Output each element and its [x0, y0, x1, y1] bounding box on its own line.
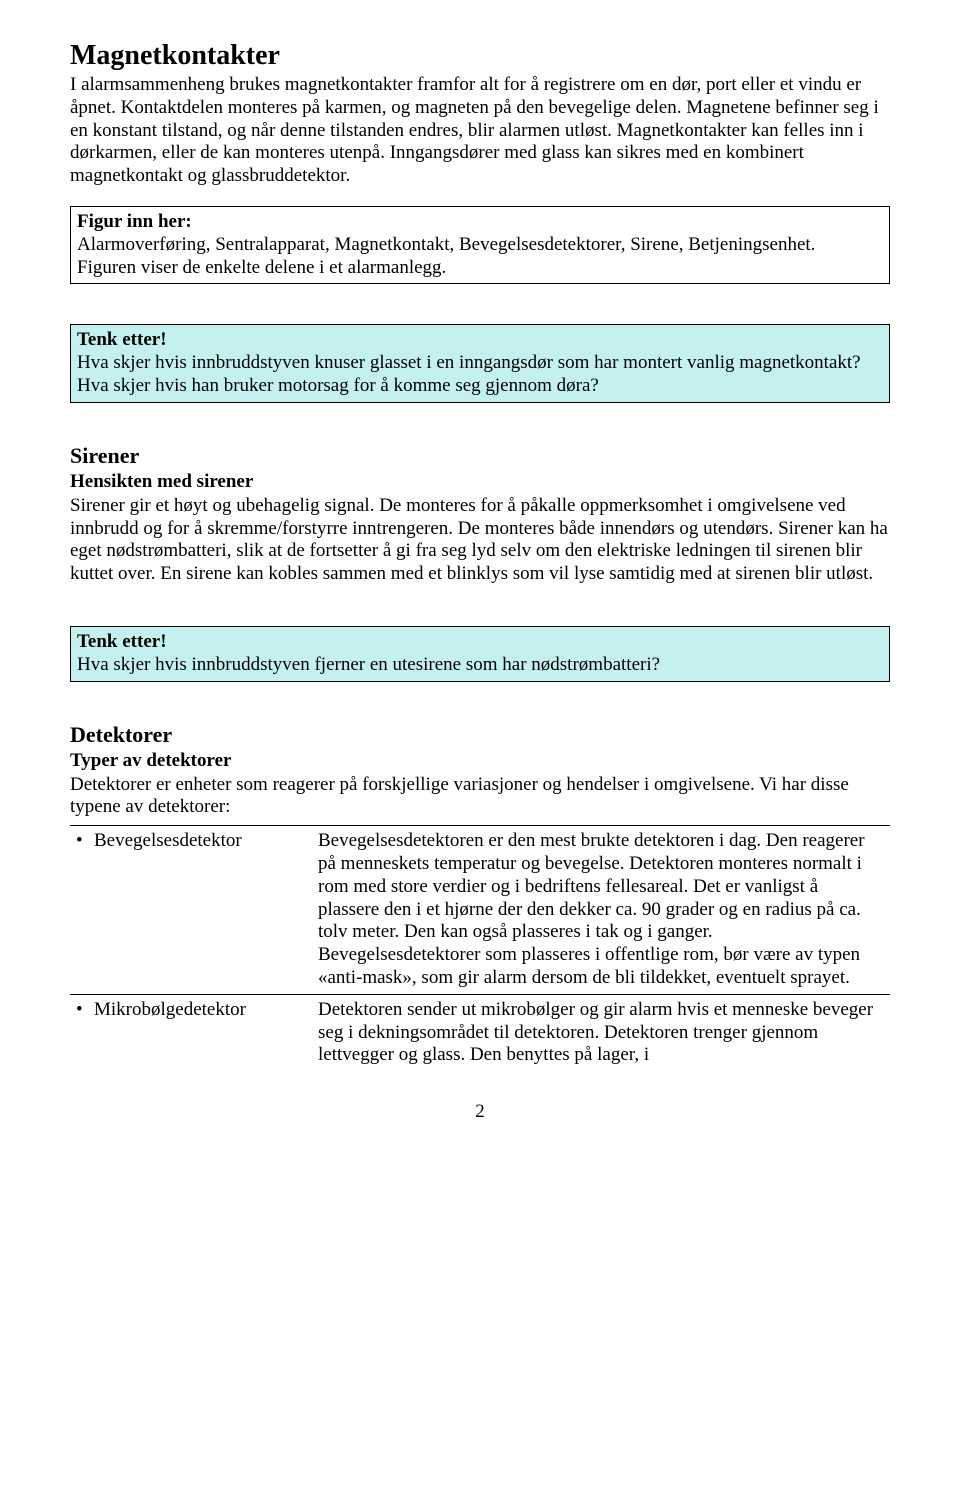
tenk-heading-1: Tenk etter!: [77, 329, 883, 352]
page-number: 2: [70, 1101, 890, 1123]
tenk-etter-box-1: Tenk etter! Hva skjer hvis innbruddstyve…: [70, 324, 890, 402]
heading-detektorer: Detektorer: [70, 722, 890, 748]
table-row: •Bevegelsesdetektor Bevegelsesdetektoren…: [70, 826, 890, 995]
figure-box: Figur inn her: Alarmoverføring, Sentrala…: [70, 206, 890, 284]
bullet-icon: •: [76, 999, 94, 1022]
tenk-etter-box-2: Tenk etter! Hva skjer hvis innbruddstyve…: [70, 626, 890, 682]
tenk-body-1: Hva skjer hvis innbruddstyven knuser gla…: [77, 352, 883, 398]
bullet-icon: •: [76, 830, 94, 853]
heading-magnetkontakter: Magnetkontakter: [70, 40, 890, 72]
paragraph-sirener: Sirener gir et høyt og ubehagelig signal…: [70, 495, 890, 586]
paragraph-detektorer-intro: Detektorer er enheter som reagerer på fo…: [70, 774, 890, 820]
detector-name: Mikrobølgedetektor: [94, 999, 246, 1020]
figure-heading: Figur inn her:: [77, 211, 883, 234]
spacer: [70, 682, 890, 722]
tenk-body-2: Hva skjer hvis innbruddstyven fjerner en…: [77, 654, 883, 677]
figure-line-1: Alarmoverføring, Sentralapparat, Magnetk…: [77, 234, 883, 257]
tenk-heading-2: Tenk etter!: [77, 631, 883, 654]
detector-table: •Bevegelsesdetektor Bevegelsesdetektoren…: [70, 825, 890, 1071]
table-row: •Mikrobølgedetektor Detektoren sender ut…: [70, 994, 890, 1071]
detector-desc: Detektoren sender ut mikrobølger og gir …: [318, 999, 873, 1066]
detector-name: Bevegelsesdetektor: [94, 830, 242, 851]
subhead-detektorer: Typer av detektorer: [70, 750, 890, 772]
detector-desc: Bevegelsesdetektoren er den mest brukte …: [318, 830, 865, 988]
page-container: Magnetkontakter I alarmsammenheng brukes…: [0, 0, 960, 1153]
heading-sirener: Sirener: [70, 443, 890, 469]
detector-name-cell: •Mikrobølgedetektor: [70, 994, 312, 1071]
detector-desc-cell: Detektoren sender ut mikrobølger og gir …: [312, 994, 890, 1071]
paragraph-magnetkontakter: I alarmsammenheng brukes magnetkontakter…: [70, 74, 890, 188]
detector-desc-cell: Bevegelsesdetektoren er den mest brukte …: [312, 826, 890, 995]
detector-name-cell: •Bevegelsesdetektor: [70, 826, 312, 995]
subhead-sirener: Hensikten med sirener: [70, 471, 890, 493]
figure-line-2: Figuren viser de enkelte delene i et ala…: [77, 257, 883, 280]
spacer: [70, 403, 890, 443]
